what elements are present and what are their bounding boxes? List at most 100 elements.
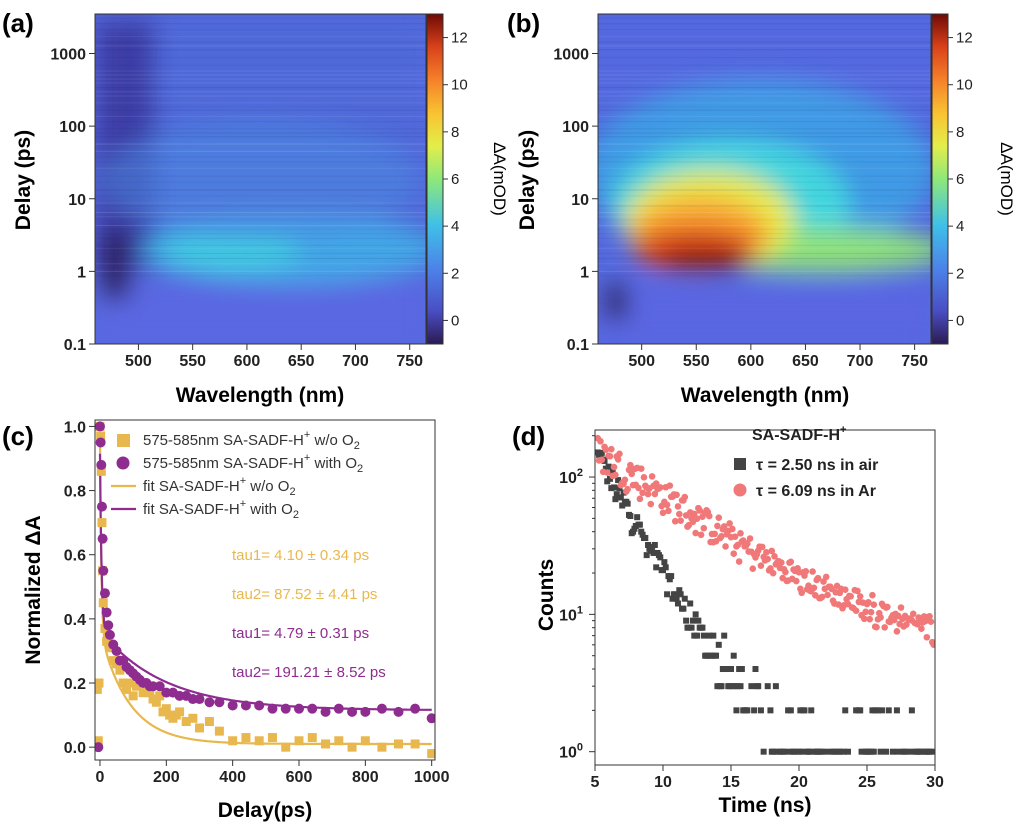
yaxis-title-b: Delay (ps) (516, 130, 539, 230)
data-point-circle (227, 700, 238, 711)
data-point-ar (602, 446, 610, 453)
heatmap-row (95, 109, 426, 111)
ytick-label: 0.6 (64, 548, 86, 565)
data-point-square (128, 691, 138, 701)
heatmap-row (598, 275, 931, 277)
heatmap-row (95, 91, 426, 93)
data-point-air (687, 600, 694, 607)
data-point-circle (410, 703, 421, 714)
data-point-ar (877, 614, 884, 621)
data-point-ar (903, 621, 910, 628)
heatmap-row (598, 23, 931, 25)
heatmap-row (95, 202, 426, 204)
heatmap-row (95, 49, 426, 51)
fit-line (98, 439, 432, 746)
data-point-circle (98, 565, 109, 576)
colorbar-tick-label: 6 (451, 171, 459, 188)
data-point-air (634, 514, 641, 521)
xtick-label: 400 (219, 769, 246, 786)
data-point-ar (893, 628, 901, 635)
data-point-ar (841, 586, 849, 593)
data-point-air (808, 707, 815, 714)
ytick-label: 1000 (553, 47, 589, 64)
legend-marker-circle (116, 456, 130, 470)
legend-marker-air (734, 458, 746, 470)
data-point-square (151, 697, 161, 707)
data-point-ar (610, 463, 618, 471)
heatmap-row (598, 35, 931, 38)
data-point-ar (639, 489, 646, 497)
fit-line (98, 453, 432, 711)
data-point-circle (426, 713, 435, 724)
heatmap-row (598, 237, 931, 240)
data-point-air (908, 707, 915, 714)
data-point-ar (656, 484, 664, 491)
heatmap-row (95, 156, 426, 158)
xtick-label: 700 (342, 353, 369, 370)
heatmap-row (95, 211, 426, 214)
data-point-ar (673, 491, 680, 499)
colorbar-tick-label: 4 (451, 218, 459, 235)
data-point-air (619, 502, 626, 509)
data-point-air (824, 748, 831, 755)
data-point-air (706, 632, 713, 639)
heatmap-row (95, 189, 426, 191)
heatmap-row (598, 205, 931, 207)
heatmap-row (95, 275, 426, 277)
data-point-air (680, 605, 687, 612)
data-point-square (155, 691, 165, 701)
data-point-air (772, 683, 779, 690)
xtick-label: 20 (790, 774, 808, 791)
heatmap-row (598, 14, 931, 16)
ytick-label: 100 (562, 119, 589, 136)
panel-label-d: (d) (512, 421, 545, 451)
data-point-air (798, 748, 805, 755)
heatmap-row (95, 132, 426, 134)
data-point-square (228, 736, 238, 746)
plot-frame-d (594, 429, 936, 766)
heatmap-row (598, 17, 931, 19)
heatmap-row (95, 224, 426, 227)
data-point-air (692, 611, 699, 618)
data-point-air (791, 748, 798, 755)
data-point-air (638, 528, 645, 535)
heatmap-row (598, 143, 931, 145)
data-point-ar (873, 623, 880, 631)
xaxis-title-a: Wavelength (nm) (176, 384, 344, 407)
data-point-ar (930, 641, 935, 648)
data-point-ar (705, 512, 713, 520)
xtick-label: 200 (153, 769, 180, 786)
ytick-label: 0.1 (567, 337, 589, 354)
heatmap-row (598, 41, 931, 43)
data-point-circle (307, 703, 318, 714)
data-point-air (710, 632, 717, 639)
heatmap-row (598, 181, 931, 183)
heatmap-row (598, 106, 931, 108)
colorbar-tick-label: 10 (956, 77, 973, 94)
data-point-square (241, 733, 251, 743)
data-point-square (294, 736, 304, 746)
plot-frame-c (94, 419, 436, 761)
data-point-air (744, 707, 751, 714)
legend-title: SA-SADF-H+ (752, 424, 846, 444)
data-point-ar (909, 610, 917, 618)
heatmap-row (598, 219, 931, 221)
data-point-air (874, 707, 881, 714)
data-point-ar (744, 540, 751, 547)
heatmap-row (598, 95, 931, 97)
data-point-ar (621, 476, 629, 484)
data-point-square (427, 749, 435, 759)
heatmap-row (598, 132, 931, 134)
data-point-square (321, 739, 331, 749)
annotations-c: tau1= 4.10 ± 0.34 ps tau2= 87.52 ± 4.41 p… (232, 547, 386, 681)
xtick-label: 30 (926, 774, 944, 791)
data-point-air (612, 496, 619, 503)
data-point-square (118, 678, 128, 688)
data-point-ar (637, 465, 645, 472)
data-point-ar (884, 603, 891, 611)
data-point-air (907, 748, 914, 755)
colorbar-a (426, 13, 444, 345)
data-point-air (751, 707, 758, 714)
